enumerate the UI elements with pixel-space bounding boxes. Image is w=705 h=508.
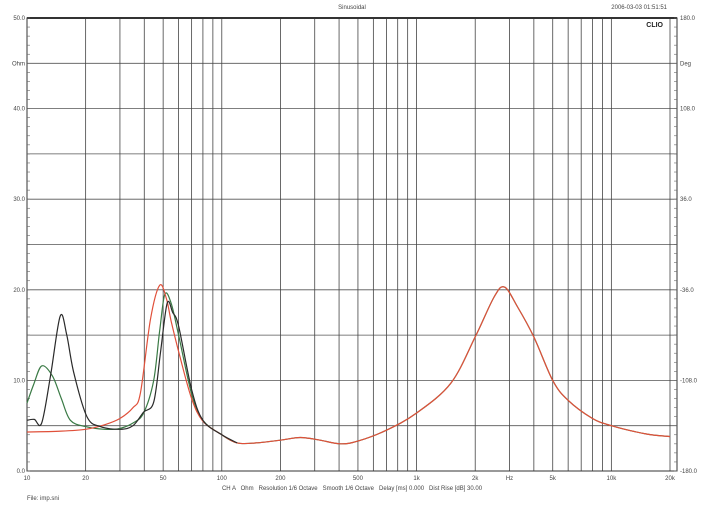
timestamp: 2006-03-03 01:51:51 <box>611 5 667 11</box>
y-tick-label: 0.0 <box>17 469 26 475</box>
x-tick-label: 10 <box>24 476 31 482</box>
y-tick-label: 50.0 <box>13 16 25 22</box>
y2-tick-label: 36.0 <box>680 197 692 203</box>
y2-tick-label: -180.0 <box>680 469 698 475</box>
series-line-2 <box>26 284 671 445</box>
series-lines <box>26 284 671 445</box>
x-tick-label: 100 <box>217 476 228 482</box>
y2-tick-label: 108.0 <box>680 107 696 113</box>
y2-tick-label: -108.0 <box>680 378 698 384</box>
y-tick-label: 10.0 <box>13 378 25 384</box>
x-tick-label: 500 <box>353 476 364 482</box>
x-tick-label: 1k <box>413 476 420 482</box>
x-tick-label: 200 <box>275 476 286 482</box>
y2-tick-label: -36.0 <box>680 288 694 294</box>
series-line-3 <box>26 300 238 444</box>
y-tick-label: 40.0 <box>13 107 25 113</box>
axes: 0.0 10.0 20.0 30.0 40.0 50.0 Ohm 180.0 108.0 36.0… <box>12 16 698 482</box>
chart-title: Sinusoidal <box>338 5 366 11</box>
y-axis-label: Ohm <box>12 61 25 67</box>
y-tick-label: 20.0 <box>13 288 25 294</box>
x-tick-label: 5k <box>550 476 557 482</box>
x-tick-label: 10k <box>607 476 618 482</box>
y-tick-label: 30.0 <box>13 197 25 203</box>
x-tick-label: 2k <box>472 476 479 482</box>
clio-logo: CLIO <box>646 22 663 29</box>
x-tick-label: 20 <box>82 476 89 482</box>
x-tick-label: 20k <box>665 476 676 482</box>
x-tick-label: 50 <box>160 476 167 482</box>
y2-axis-label: Deg <box>680 61 691 67</box>
file-label: File: imp.sni <box>27 496 59 502</box>
y2-tick-label: 180.0 <box>680 16 696 22</box>
info-line: CH A Ohm Resolution 1/6 Octave Smooth 1/… <box>222 486 483 492</box>
grid <box>27 18 677 471</box>
series-line-1 <box>26 286 671 445</box>
x-tick-label: Hz <box>506 476 513 482</box>
